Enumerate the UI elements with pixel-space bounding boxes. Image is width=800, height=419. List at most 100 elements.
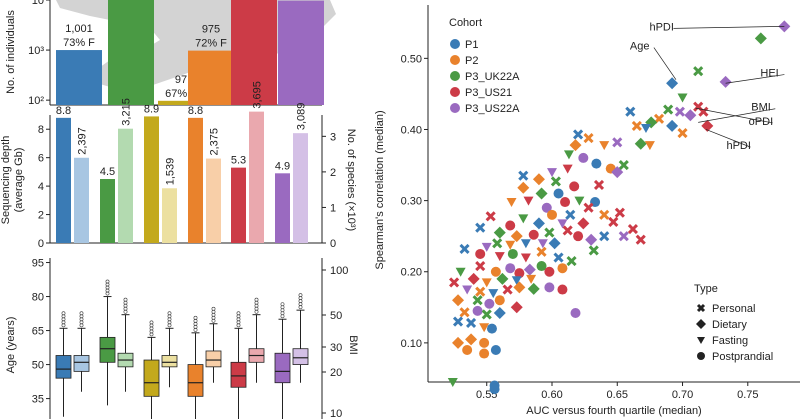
panel-c-y2tick-label: 20 (330, 367, 342, 379)
panel-b-depth-bar (100, 179, 115, 243)
scatter-point (562, 225, 573, 236)
cohort-legend-title: Cohort (449, 17, 482, 29)
scatter-point-stroke (565, 209, 576, 220)
scatter-point (608, 216, 619, 228)
type-legend-label: Postprandial (712, 351, 773, 363)
scatter-point (562, 164, 573, 174)
scatter-point-stroke (502, 284, 513, 295)
scatter-point (535, 187, 548, 200)
type-legend-label: Personal (712, 303, 755, 315)
annotation-leader (698, 108, 776, 123)
scatter-point-stroke (449, 277, 460, 288)
scatter-point (536, 246, 547, 257)
scatter-point (553, 188, 564, 199)
scatter-point-stroke (627, 224, 638, 235)
panel-b-y2tick-label: 1 (330, 202, 336, 214)
scatter-point (754, 32, 767, 45)
panel-b-ytick-label: 2 (38, 210, 44, 222)
scatter-point (612, 137, 623, 148)
panel-b-ytick-label: 6 (38, 153, 44, 165)
cohort-legend-label: P3_UK22A (465, 71, 520, 83)
scatter-point (653, 113, 665, 124)
scatter-xtick-label: 0.70 (672, 389, 693, 401)
scatter-point (563, 150, 574, 160)
panel-c-y2label: BMI (347, 335, 359, 355)
panel-c-outlier (211, 306, 216, 311)
scatter-point (475, 260, 486, 272)
panel-c-bmi-box (73, 355, 90, 372)
panel-scatter: AUC versus fourth quartile (median) Spea… (374, 5, 800, 417)
annotation-label: BMI (751, 102, 771, 114)
scatter-point (505, 240, 516, 250)
scatter-point-stroke (663, 104, 674, 115)
scatter-point (663, 104, 674, 115)
scatter-point (490, 266, 501, 277)
scatter-point-stroke (475, 286, 486, 297)
scatter-point (583, 132, 594, 144)
scatter-ytick-label: 0.20 (401, 267, 422, 279)
scatter-point-stroke (472, 295, 483, 306)
panel-c-yticks: 35 50 65 80 95 10 20 30 50 100 (32, 258, 349, 419)
scatter-point (505, 263, 516, 274)
panel-c-outlier (123, 297, 128, 302)
scatter-point-stroke (566, 256, 577, 267)
scatter-point (544, 266, 555, 277)
scatter-point-stroke (618, 231, 629, 242)
scatter-point (528, 229, 539, 240)
scatter-point (666, 119, 679, 132)
annotation-label: HEI (760, 68, 778, 80)
cohort-legend-swatch (450, 87, 460, 97)
scatter-point (472, 305, 483, 316)
scatter-point-stroke (583, 202, 594, 213)
scatter-ytick-label: 0.30 (401, 196, 422, 208)
scatter-point (455, 267, 466, 277)
scatter-point (566, 256, 577, 267)
type-legend-label: Fasting (712, 335, 748, 347)
panel-b-depth-bar (144, 116, 159, 243)
panel-c-outlier (298, 293, 303, 298)
scatter-ticks: 0.55 0.60 0.65 0.70 0.750.100.200.300.400.50 (401, 53, 759, 401)
scatter-annotations: hPDI Age HEI BMI oPDI hPDI (630, 21, 785, 152)
panel-c-ytick-label: 65 (32, 326, 44, 338)
scatter-point-stroke (693, 101, 704, 112)
scatter-ytick-label: 0.40 (401, 124, 422, 136)
scatter-point (577, 217, 590, 230)
panel-b-species-label: 2,397 (77, 127, 89, 155)
scatter-point-stroke (593, 179, 605, 191)
panel-a-ytick-label: 10 (32, 0, 44, 7)
scatter-point (569, 139, 582, 152)
panel-c-outlier (193, 315, 198, 320)
scatter-point (447, 378, 458, 387)
panel-c-outlier (149, 320, 154, 325)
scatter-point (488, 289, 499, 299)
panel-b-species-bar (249, 111, 264, 243)
scatter-point-stroke (573, 129, 584, 140)
scatter-point (544, 227, 555, 238)
annotation-leader (653, 47, 677, 80)
scatter-point (719, 75, 732, 88)
scatter-point (527, 282, 540, 295)
cohort-legend-label: P2 (465, 55, 478, 67)
scatter-point (518, 214, 529, 224)
panel-c-y2tick-label: 10 (330, 408, 342, 419)
scatter-point-stroke (475, 260, 486, 272)
scatter-point (514, 268, 525, 279)
panel-c-bmi-box (161, 355, 178, 368)
scatter-point (684, 109, 697, 122)
scatter-point (557, 219, 568, 229)
scatter-point-stroke (492, 238, 503, 249)
scatter-point (472, 295, 483, 306)
annotation-label: hPDI (649, 21, 673, 33)
scatter-point (573, 231, 584, 242)
scatter-point (518, 170, 529, 181)
scatter-point (547, 168, 557, 178)
scatter-point (511, 276, 522, 286)
scatter-point-stroke (485, 211, 496, 222)
scatter-point (452, 316, 464, 327)
panel-c-age-box (143, 359, 160, 397)
scatter-point (574, 196, 585, 206)
panel-a-bar-value: 1,001 (65, 23, 93, 35)
scatter-point (479, 323, 490, 333)
panel-a-bar (188, 50, 234, 105)
scatter-point (481, 309, 492, 320)
